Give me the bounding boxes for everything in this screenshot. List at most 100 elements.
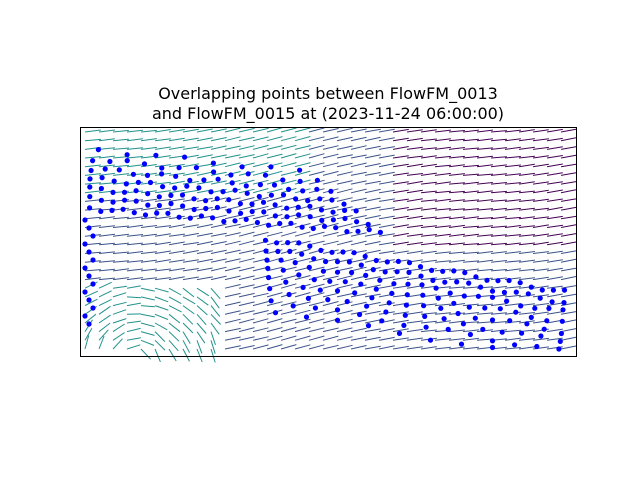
vector-arrow [308,153,325,159]
overlap-point [321,223,328,229]
vector-arrow [560,189,577,194]
overlap-point [539,287,545,293]
overlap-point [422,313,428,319]
vector-arrow [98,268,115,272]
vector-arrow [224,214,241,220]
vector-arrow [98,155,115,159]
overlap-point [99,175,105,181]
overlap-point [87,184,93,190]
vector-arrow [518,251,535,254]
overlap-point [386,300,392,306]
overlap-point [208,189,214,195]
overlap-point [489,338,496,344]
overlap-point [263,248,269,254]
vector-arrow [140,305,155,308]
vector-arrow [126,320,141,324]
overlap-point [159,165,165,171]
vector-arrow [266,335,283,341]
vector-arrow [378,336,395,341]
vector-arrow [476,234,493,237]
vector-arrow [84,327,93,341]
vector-arrow [154,181,171,185]
vector-arrow [420,259,437,263]
vector-arrow [168,146,185,150]
overlap-point [232,218,238,224]
vector-arrow [406,173,423,176]
vector-arrow [434,233,451,237]
overlap-point [391,281,397,287]
overlap-point [362,253,368,259]
overlap-point [272,310,279,316]
overlap-point [482,305,488,311]
vector-arrow [462,190,479,194]
vector-arrow [462,312,479,315]
vector-arrow [560,172,577,176]
vector-arrow [294,214,311,220]
vector-arrow [168,313,181,324]
overlap-point [334,307,341,313]
vector-arrow [196,331,206,344]
vector-arrow [406,242,423,246]
vector-arrow [406,346,423,350]
overlap-point [406,260,413,266]
overlap-point [116,167,122,173]
vector-arrow [462,181,479,185]
overlap-point [495,278,501,284]
vector-arrow [140,259,157,263]
overlap-point [122,197,128,203]
overlap-point [389,290,395,296]
vector-arrow [462,155,479,159]
vector-arrow [224,301,241,307]
vector-arrow [84,173,101,176]
vector-arrow [504,207,521,211]
vector-arrow [504,260,521,263]
overlap-point [110,199,116,205]
vector-arrow [364,206,381,211]
vector-arrow [420,190,437,194]
vector-arrow [196,241,213,246]
vector-arrow [196,305,208,316]
vector-arrow [154,207,171,211]
vector-arrow [476,338,493,341]
overlap-point [262,172,269,178]
vector-arrow [406,302,423,307]
vector-arrow [224,162,241,168]
vector-arrow [168,305,182,313]
overlap-point [507,318,513,324]
vector-arrow [266,292,283,298]
vector-arrow [406,233,423,237]
overlap-point [98,197,104,203]
overlap-point [311,277,317,283]
overlap-point [538,333,544,339]
vector-arrow [378,154,395,159]
vector-arrow [420,216,437,220]
vector-arrow [336,293,353,298]
overlap-point [319,217,325,223]
vector-arrow [98,314,111,324]
overlap-point [299,224,305,230]
overlap-point [187,215,193,221]
vector-arrow [210,162,227,168]
vector-arrow [238,197,255,202]
vector-arrow [126,242,143,246]
vector-arrow [392,172,409,176]
vector-arrow [336,301,353,307]
vector-arrow [560,224,577,228]
vector-arrow [154,129,171,133]
vector-arrow [462,251,479,254]
vector-arrow [182,163,199,168]
vector-arrow [448,224,465,228]
vector-arrow [490,138,507,142]
vector-arrow [490,147,507,150]
vector-arrow [420,172,437,176]
vector-arrow [504,146,521,150]
overlap-point [342,215,348,222]
vector-arrow [504,173,521,176]
vector-arrow [448,242,465,246]
vector-arrow [140,251,157,254]
vector-arrow [322,344,339,350]
vector-arrow [336,197,353,202]
overlap-point [90,158,96,164]
overlap-point [274,240,280,246]
overlap-point [549,299,555,305]
